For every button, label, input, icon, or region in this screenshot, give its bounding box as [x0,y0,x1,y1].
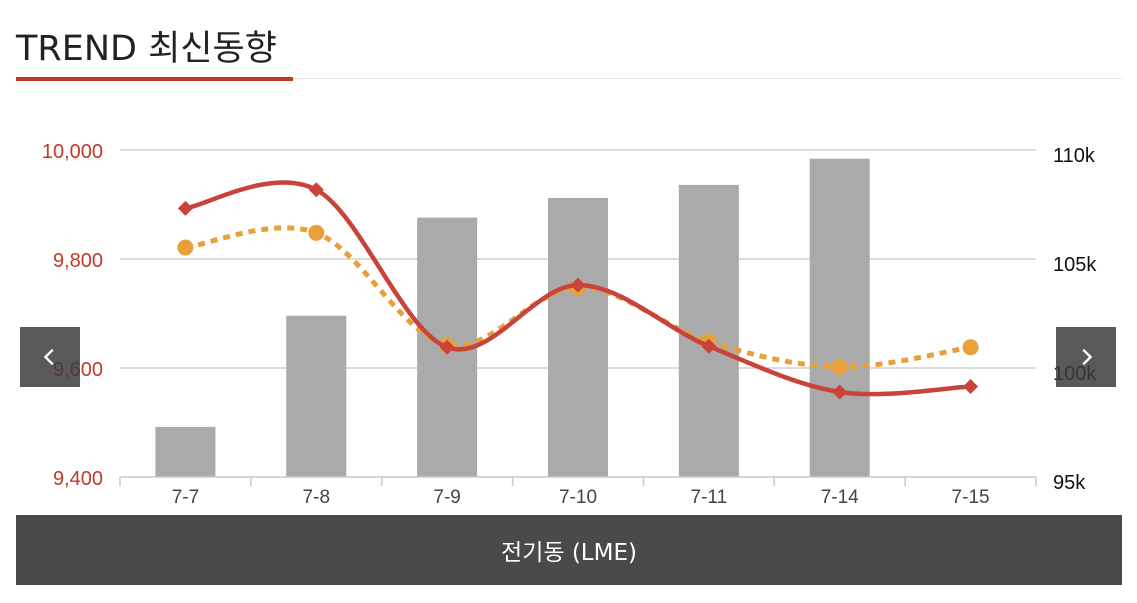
solid-series-point [963,379,979,395]
bar [155,426,216,477]
title-underline-accent [16,77,293,81]
dotted-series-point [831,358,848,375]
line-series [177,180,979,400]
x-axis-tick-label: 7-8 [303,487,330,508]
title-underline-divider [293,78,1122,79]
solid-series-point [439,339,455,355]
x-axis-tick-label: 7-11 [691,487,728,508]
solid-series-point [832,384,848,400]
bar [809,158,870,477]
right-axis-tick-label: 105k [1053,254,1097,276]
dotted-series-point [177,239,194,256]
solid-series-point [308,182,324,198]
bar [286,315,347,477]
left-axis-tick-label: 9,800 [53,250,103,272]
right-axis-tick-label: 95k [1053,472,1086,494]
chevron-right-icon[interactable] [1056,327,1116,387]
bar-series [155,158,870,477]
right-axis-tick-label: 110k [1053,145,1096,167]
bar [548,197,608,477]
solid-series-point [177,200,193,216]
dotted-series-point [308,224,325,241]
solid-series-point [570,277,586,293]
left-axis-tick-label: 10,000 [42,141,103,163]
x-axis-tick-label: 7-7 [172,487,199,508]
page-title: TREND 최신동향 [16,29,277,69]
dotted-series-point [962,339,979,356]
x-axis-tick-label: 7-14 [821,487,859,508]
bar [678,184,739,477]
x-axis-tick-label: 7-15 [952,487,990,508]
x-axis-tick-label: 7-10 [559,487,597,508]
left-axis-tick-label: 9,400 [53,468,103,490]
solid-series-point [701,338,717,354]
chart-caption: 전기동 (LME) [16,515,1122,585]
chevron-left-icon[interactable] [20,327,80,387]
x-axis-tick-label: 7-9 [433,487,460,508]
